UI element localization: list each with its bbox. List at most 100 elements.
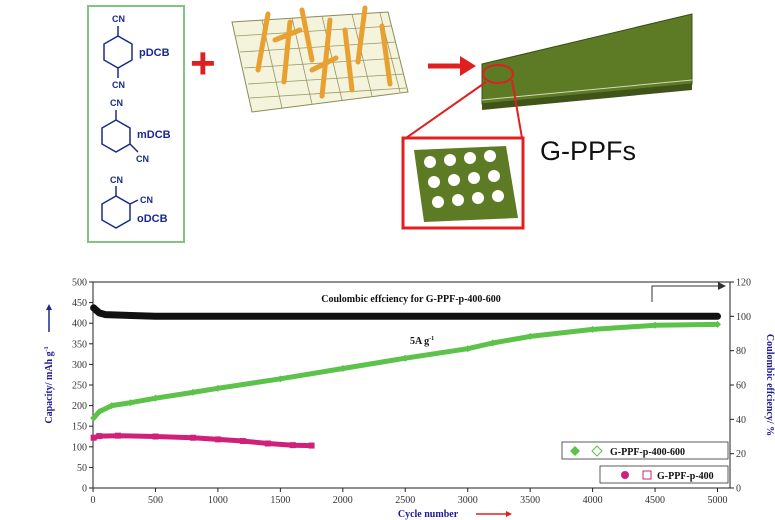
series-0-point bbox=[90, 414, 98, 422]
x-tick-label: 2500 bbox=[395, 495, 415, 506]
legend-label-gppf-p-400: G-PPF-p-400 bbox=[657, 471, 714, 482]
series-2-point bbox=[339, 313, 346, 320]
series-0-point bbox=[401, 354, 409, 362]
x-tick-label: 4000 bbox=[583, 495, 603, 506]
series-2-point bbox=[102, 311, 109, 318]
series-1-point bbox=[90, 434, 97, 441]
left-tick-label: 250 bbox=[72, 381, 87, 392]
series-0 bbox=[90, 320, 722, 422]
left-axis-arrow bbox=[46, 304, 52, 332]
mdcb-cn-side: CN bbox=[136, 154, 149, 164]
product-label: G-PPFs bbox=[540, 136, 636, 166]
series-layer bbox=[90, 304, 722, 449]
legend-marker-filled bbox=[570, 446, 580, 456]
series-2 bbox=[90, 304, 721, 320]
right-tick-label: 0 bbox=[736, 484, 741, 495]
porous-structure-illustration bbox=[414, 146, 518, 222]
left-axis-label: Capacity/ mAh g-1 bbox=[44, 346, 55, 423]
legend-marker-filled bbox=[621, 471, 629, 479]
series-2-point bbox=[96, 309, 103, 316]
series-2-point bbox=[589, 313, 596, 320]
series-1-point bbox=[289, 442, 296, 449]
series-0-point bbox=[339, 365, 347, 373]
left-tick-label: 200 bbox=[72, 401, 87, 412]
x-tick-label: 1000 bbox=[208, 495, 228, 506]
x-axis-arrow bbox=[476, 511, 512, 517]
x-tick-label: 2000 bbox=[333, 495, 353, 506]
capacity-cycle-chart: 0 500 1000 1500 2000 2500 3000 3500 4000 4500 5000… bbox=[44, 278, 775, 520]
series-2-point bbox=[214, 313, 221, 320]
x-tick-label: 3000 bbox=[458, 495, 478, 506]
series-1-point bbox=[308, 442, 315, 449]
series-0-point bbox=[95, 408, 103, 416]
pdcb-cn-bottom: CN bbox=[112, 80, 125, 90]
left-tick-label: 100 bbox=[72, 442, 87, 453]
left-tick-label: 500 bbox=[72, 278, 87, 289]
left-tick-label: 0 bbox=[82, 484, 87, 495]
chart-title: Coulombic effciency for G-PPF-p-400-600 bbox=[321, 294, 501, 305]
series-2-point bbox=[464, 313, 471, 320]
x-tick-label: 0 bbox=[91, 495, 96, 506]
series-0-point bbox=[276, 375, 284, 383]
legend-entry-gppf-p-400: G-PPF-p-400 bbox=[599, 465, 729, 484]
right-axis-ticks: 0 20 40 60 80 100 120 bbox=[730, 278, 751, 495]
left-tick-label: 300 bbox=[72, 360, 87, 371]
left-tick-label: 450 bbox=[72, 298, 87, 309]
zoom-line-left bbox=[405, 81, 487, 139]
reaction-arrow bbox=[428, 56, 476, 76]
odcb-cn-top: CN bbox=[110, 175, 123, 185]
odcb-cn-side: CN bbox=[140, 195, 153, 205]
series-0-point bbox=[126, 399, 134, 407]
series-1-point bbox=[239, 438, 246, 445]
series-0-point bbox=[108, 402, 116, 410]
mdcb-label: mDCB bbox=[137, 129, 171, 141]
series-1-point bbox=[214, 436, 221, 443]
series-2-point bbox=[90, 304, 97, 311]
right-tick-label: 40 bbox=[736, 415, 746, 426]
monomer-box bbox=[87, 5, 185, 243]
ce-axis-arrow bbox=[651, 282, 726, 302]
left-tick-label: 150 bbox=[72, 422, 87, 433]
series-0-point bbox=[589, 325, 597, 333]
legend-label-gppf-p-400-600: G-PPF-p-400-600 bbox=[610, 447, 685, 458]
rate-annotation: 5A g-1 bbox=[410, 336, 434, 347]
right-tick-label: 80 bbox=[736, 346, 746, 357]
series-1-point bbox=[189, 434, 196, 441]
synthesis-scheme: CN CN pDCB CN CN mDCB CN CN oDCB + bbox=[87, 5, 693, 243]
odcb-molecule bbox=[101, 186, 139, 229]
right-axis-label: Coulombic effciency/ % bbox=[764, 334, 775, 436]
right-tick-label: 20 bbox=[736, 449, 746, 460]
series-0-point bbox=[151, 394, 159, 402]
right-tick-label: 60 bbox=[736, 381, 746, 392]
x-tick-label: 5000 bbox=[708, 495, 728, 506]
series-2-point bbox=[152, 313, 159, 320]
series-1 bbox=[90, 432, 315, 449]
x-axis-ticks: 0 500 1000 1500 2000 2500 3000 3500 4000 4500 5000 bbox=[91, 488, 728, 506]
zoom-line-right bbox=[511, 79, 523, 139]
series-1-point bbox=[96, 433, 103, 440]
legend-marker-open bbox=[642, 470, 652, 480]
zoom-circle bbox=[482, 64, 514, 84]
left-axis-ticks: 0 50 100 150 200 250 300 350 400 450 500 bbox=[72, 278, 93, 495]
left-tick-label: 50 bbox=[77, 463, 87, 474]
series-1-point bbox=[152, 433, 159, 440]
graphene-lattice-illustration bbox=[231, 5, 409, 113]
series-1-point bbox=[114, 432, 121, 439]
series-0-point bbox=[489, 339, 497, 347]
gppf-sheet-illustration bbox=[481, 13, 693, 110]
mdcb-molecule bbox=[101, 110, 139, 153]
series-0-point bbox=[651, 321, 659, 329]
left-tick-label: 350 bbox=[72, 339, 87, 350]
series-0-line bbox=[91, 321, 720, 421]
right-tick-label: 100 bbox=[736, 312, 751, 323]
plus-sign: + bbox=[190, 39, 216, 88]
series-1-point bbox=[264, 440, 271, 447]
x-tick-label: 4500 bbox=[645, 495, 665, 506]
legend-entry-gppf-p-400-600: G-PPF-p-400-600 bbox=[561, 441, 729, 460]
series-0-point bbox=[526, 332, 534, 340]
x-tick-label: 500 bbox=[148, 495, 163, 506]
x-tick-label: 1500 bbox=[270, 495, 290, 506]
pdcb-molecule bbox=[103, 26, 133, 78]
series-1-line bbox=[91, 433, 315, 449]
pdcb-cn-top: CN bbox=[112, 14, 125, 24]
